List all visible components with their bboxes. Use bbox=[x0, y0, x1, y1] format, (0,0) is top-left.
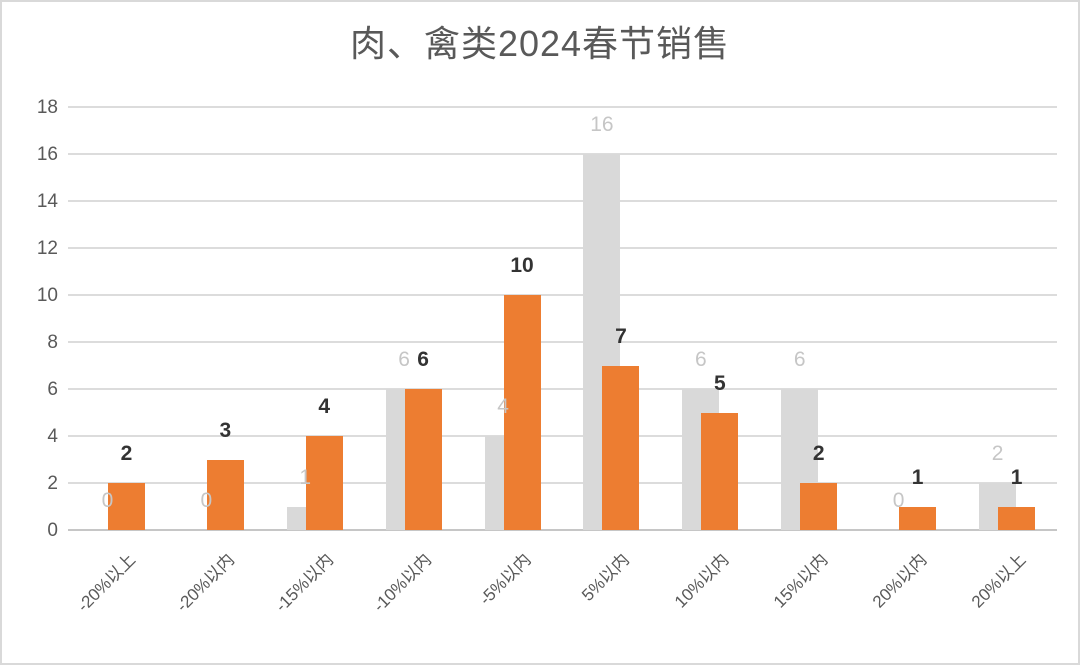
y-axis-tick-label: 12 bbox=[36, 238, 58, 259]
y-axis-tick-label: 14 bbox=[36, 191, 58, 212]
orange-series-value-label: 4 bbox=[318, 395, 331, 418]
x-axis-category-label-text: -15%以内 bbox=[271, 550, 337, 616]
orange-bar bbox=[998, 506, 1036, 530]
gray-series-value-label: 4 bbox=[497, 395, 509, 418]
gridline bbox=[68, 106, 1057, 108]
x-axis-category-label-text: 10%以内 bbox=[670, 550, 733, 612]
gray-series-value-label: 0 bbox=[200, 489, 213, 512]
orange-bar bbox=[701, 412, 739, 530]
gray-series-value-label: 16 bbox=[590, 113, 614, 136]
orange-bar bbox=[404, 389, 442, 530]
gridline bbox=[68, 388, 1057, 390]
orange-series-value-label: 2 bbox=[120, 442, 133, 465]
orange-series-value-label: 1 bbox=[911, 465, 924, 489]
gray-series-value-label: 6 bbox=[793, 348, 806, 371]
gray-series-value-label: 2 bbox=[991, 442, 1004, 465]
orange-series-value-label: 6 bbox=[417, 348, 429, 371]
y-axis-tick-label: 6 bbox=[47, 379, 58, 400]
orange-series-value-label: 7 bbox=[615, 324, 627, 348]
y-axis-tick-label: 10 bbox=[36, 285, 58, 306]
orange-series-value-label: 2 bbox=[812, 442, 825, 465]
x-axis-category-label-text: -5%以内 bbox=[475, 550, 535, 609]
gray-series-value-label: 0 bbox=[101, 489, 114, 512]
orange-series-value-label: 10 bbox=[510, 254, 534, 277]
gridline bbox=[68, 294, 1057, 296]
chart-title: 肉、禽类2024春节销售 bbox=[349, 23, 731, 64]
x-axis-category-label-text: 20%以上 bbox=[967, 550, 1029, 612]
y-axis-tick-label: 16 bbox=[36, 144, 58, 165]
gridline bbox=[68, 341, 1057, 343]
orange-bar bbox=[206, 459, 244, 530]
y-axis-tick-label: 2 bbox=[47, 473, 58, 494]
gridline bbox=[68, 482, 1057, 484]
orange-bar bbox=[800, 483, 838, 530]
orange-series-value-label: 3 bbox=[219, 418, 232, 442]
gray-series-value-label: 1 bbox=[299, 465, 312, 489]
gridline bbox=[68, 200, 1057, 202]
x-axis-category-label-text: -20%以内 bbox=[172, 550, 238, 616]
gray-series-value-label: 6 bbox=[398, 348, 410, 371]
orange-bar bbox=[899, 506, 937, 530]
orange-bar bbox=[503, 295, 541, 530]
orange-bar bbox=[107, 483, 145, 530]
orange-series-value-label: 5 bbox=[714, 371, 726, 395]
x-axis-category-label-text: 15%以内 bbox=[769, 550, 832, 612]
x-axis-category-label-text: -10%以内 bbox=[370, 550, 436, 616]
y-axis-tick-label: 8 bbox=[47, 332, 58, 353]
x-axis-category-label-text: 20%以内 bbox=[868, 550, 931, 612]
orange-series-value-label: 1 bbox=[1010, 465, 1023, 489]
y-axis-tick-label: 4 bbox=[47, 426, 58, 447]
x-axis-category-label-text: -20%以上 bbox=[73, 550, 139, 616]
orange-bar bbox=[305, 436, 343, 530]
orange-bar bbox=[602, 365, 640, 530]
x-axis-category-label-text: 5%以内 bbox=[578, 550, 634, 605]
gray-series-value-label: 6 bbox=[695, 348, 707, 371]
gridline bbox=[68, 247, 1057, 249]
gray-series-value-label: 0 bbox=[892, 489, 905, 512]
gridline bbox=[68, 435, 1057, 437]
gridline bbox=[68, 153, 1057, 155]
y-axis-tick-label: 0 bbox=[47, 520, 58, 541]
y-axis-tick-label: 18 bbox=[36, 97, 58, 118]
x-axis-line bbox=[68, 529, 1057, 531]
